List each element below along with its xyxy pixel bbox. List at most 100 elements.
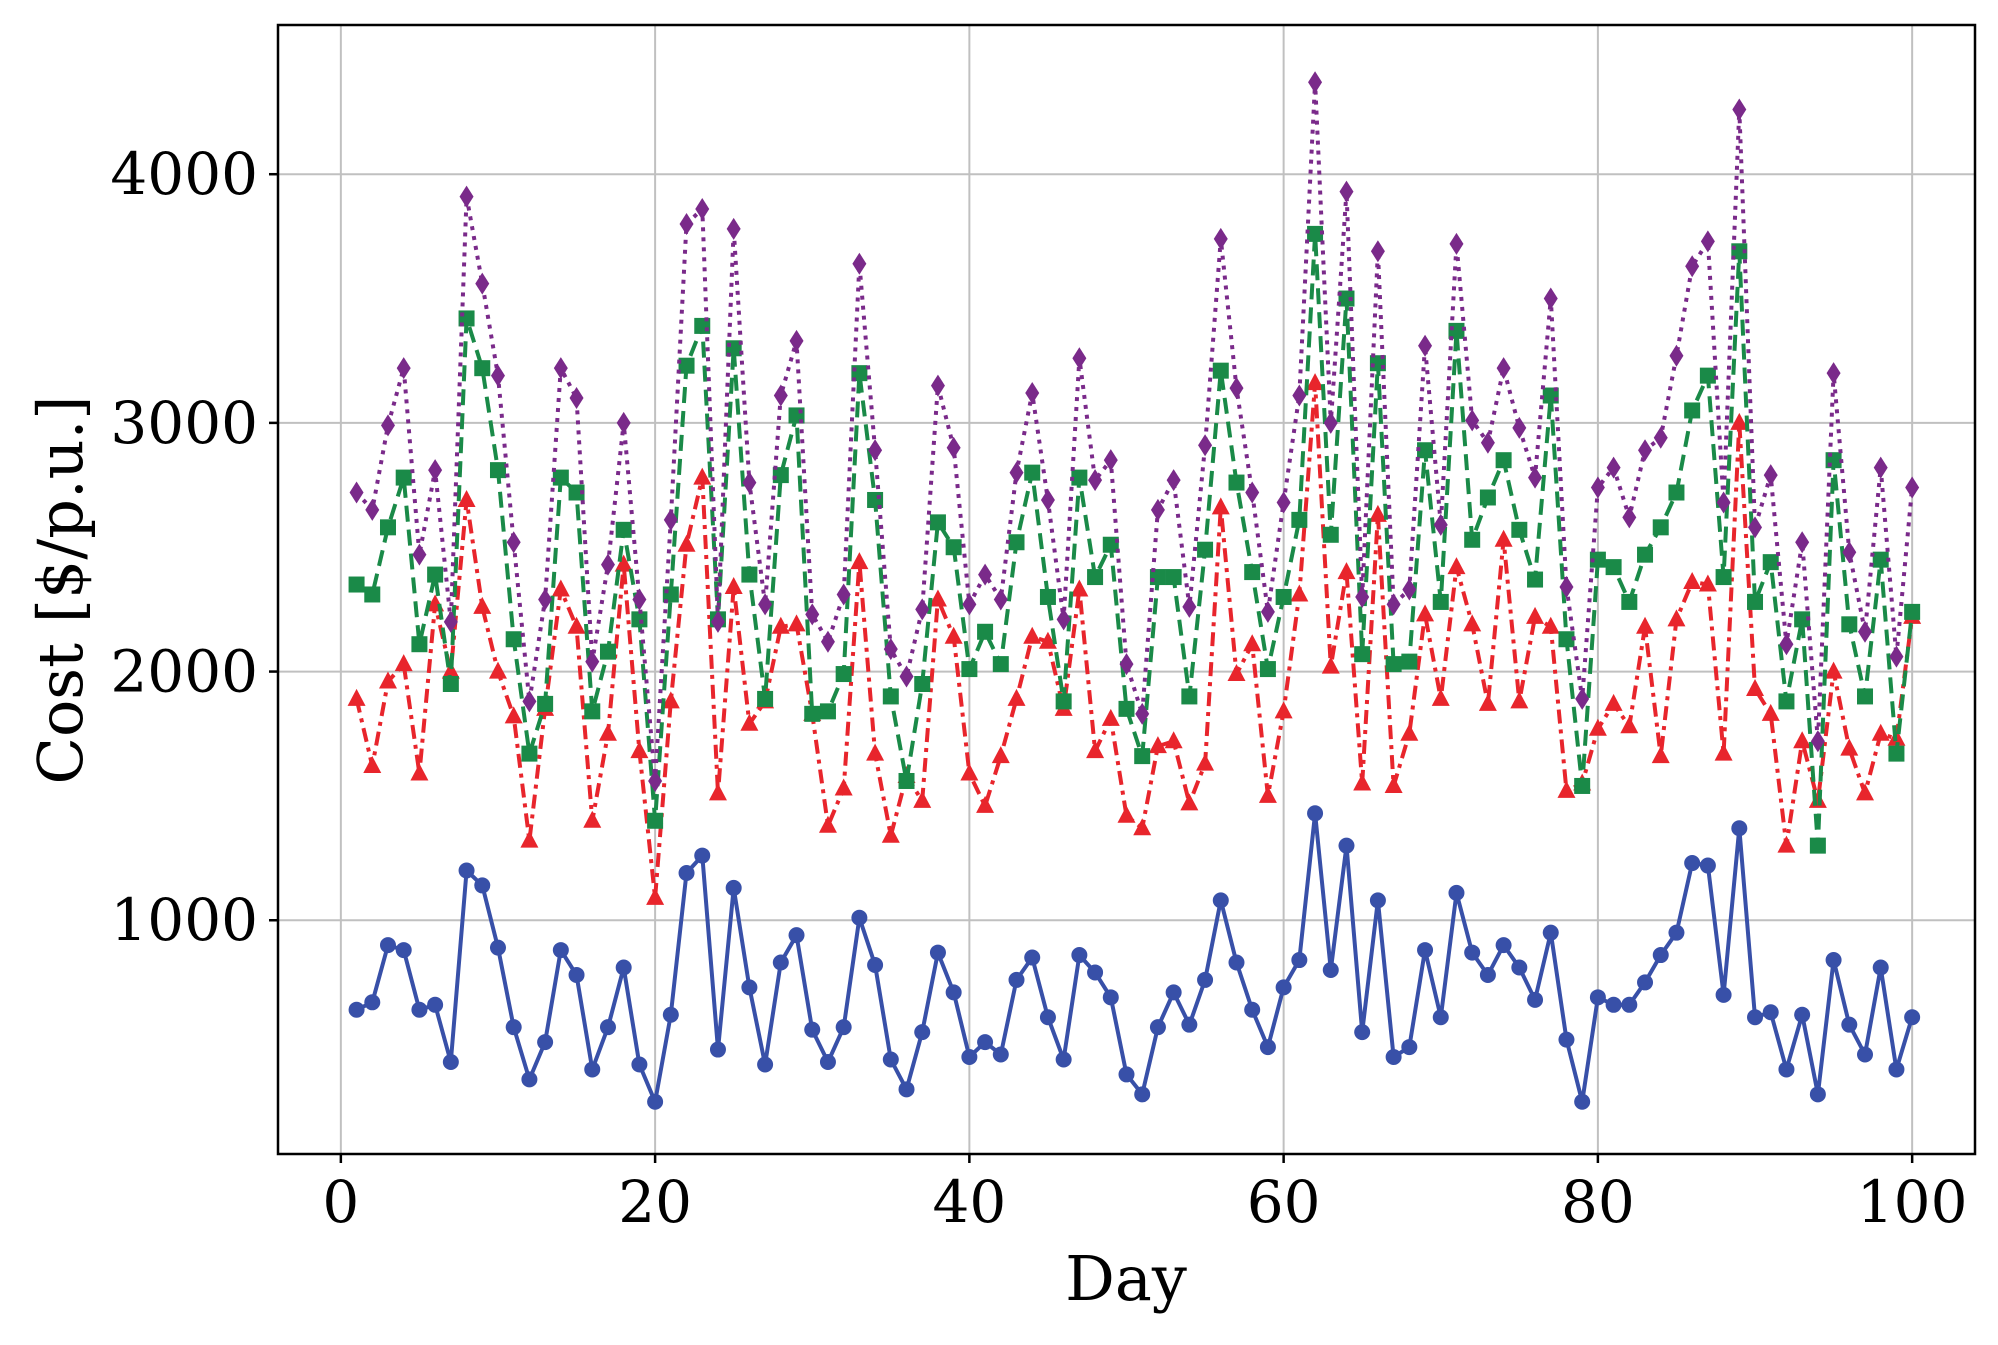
- series-3-point: [568, 484, 585, 501]
- series-4-point: [396, 357, 411, 380]
- series-4-point: [1103, 449, 1118, 472]
- series-4-point: [1700, 230, 1715, 253]
- series-4-point: [1638, 439, 1653, 462]
- series-1-point: [505, 1019, 522, 1036]
- series-2-point: [1667, 609, 1686, 627]
- series-2-point: [1698, 574, 1717, 592]
- series-2-point: [363, 756, 382, 774]
- series-1-point: [615, 959, 632, 976]
- series-4-point: [1889, 645, 1904, 668]
- series-2-point: [1714, 743, 1733, 761]
- series-1-point: [1149, 1019, 1166, 1036]
- series-3-point: [1071, 469, 1088, 486]
- series-1-point: [489, 939, 506, 956]
- series-3-point: [1291, 511, 1308, 528]
- series-2-point: [614, 554, 633, 572]
- series-2-point: [1526, 606, 1545, 624]
- series-3-point: [1401, 653, 1418, 670]
- series-2-point: [504, 706, 523, 724]
- series-1-point: [348, 1001, 365, 1018]
- x-tick-label: 40: [932, 1168, 1006, 1236]
- series-4-point: [1842, 541, 1857, 564]
- series-1-point: [599, 1019, 616, 1036]
- series-1-point: [442, 1053, 459, 1070]
- series-1-point: [929, 944, 946, 961]
- series-4-point: [805, 603, 820, 626]
- series-4-point: [569, 387, 584, 410]
- series-1-point: [1794, 1006, 1811, 1023]
- series-2-point: [646, 887, 665, 905]
- series-1-point: [1448, 884, 1465, 901]
- series-3-point: [1338, 290, 1355, 307]
- series-4-point: [946, 436, 961, 459]
- series-2-point: [394, 654, 413, 672]
- x-tick-label: 80: [1561, 1168, 1635, 1236]
- series-2-point: [551, 579, 570, 597]
- y-tick-label: 3000: [110, 389, 258, 457]
- series-2-point: [1604, 693, 1623, 711]
- series-3-point: [1841, 616, 1858, 633]
- series-4-point: [883, 638, 898, 661]
- series-4-point: [1370, 240, 1385, 263]
- series-2-point: [1777, 835, 1796, 853]
- x-tick-label: 0: [322, 1168, 359, 1236]
- series-1-point: [709, 1041, 726, 1058]
- series-2-point: [1227, 664, 1246, 682]
- plot-frame: [276, 23, 1977, 1156]
- series-3-point: [1275, 588, 1292, 605]
- series-1-point: [1354, 1024, 1371, 1041]
- series-1: [348, 805, 1921, 1110]
- series-1-point: [552, 942, 569, 959]
- ticks-layer: 0 20 40 60 80 100 1000 2000 3000 4000: [110, 140, 1967, 1236]
- series-2-point: [661, 691, 680, 709]
- series-3-point: [1605, 559, 1622, 576]
- series-3-point: [1464, 531, 1481, 548]
- series-4-point: [836, 583, 851, 606]
- series-3-point: [741, 566, 758, 583]
- series-4-point: [868, 439, 883, 462]
- series-4-point: [852, 252, 867, 275]
- series-1-point: [1495, 937, 1512, 954]
- series-2-point: [1211, 497, 1230, 515]
- series-2-point: [787, 614, 806, 632]
- series-1-point: [458, 862, 475, 879]
- series-2-point: [771, 616, 790, 634]
- series-2-point: [1070, 579, 1089, 597]
- series-1-point: [1275, 979, 1292, 996]
- series-4-point: [1433, 513, 1448, 536]
- series-2-point: [441, 661, 460, 679]
- series-4-point: [726, 217, 741, 240]
- series-4-point: [1323, 411, 1338, 434]
- series-1-point: [1558, 1031, 1575, 1048]
- series-1-point: [1322, 961, 1339, 978]
- series-3-point: [584, 703, 601, 720]
- series-3-point: [1181, 688, 1198, 705]
- series-4-point: [1308, 71, 1323, 94]
- series-3-point: [1794, 611, 1811, 628]
- series-1-point: [1668, 924, 1685, 941]
- series-1-point: [1134, 1086, 1151, 1103]
- y-axis-title: Cost [$/p.u.]: [24, 396, 97, 785]
- series-2-point: [976, 795, 995, 813]
- series-3-point: [1574, 777, 1591, 794]
- series-2-point: [1400, 723, 1419, 741]
- series-4-point: [1119, 653, 1134, 676]
- series-3-point: [1024, 464, 1041, 481]
- series-4-point: [1622, 506, 1637, 529]
- series-4-point: [1418, 334, 1433, 357]
- series-1-point: [851, 909, 868, 926]
- series-2-point: [1683, 572, 1702, 590]
- series-4-point: [1229, 377, 1244, 400]
- y-tick-label: 1000: [110, 886, 258, 954]
- series-1-point: [1071, 947, 1088, 964]
- series-2-point: [991, 746, 1010, 764]
- series-3-point: [505, 631, 522, 648]
- series-2-point: [1730, 412, 1749, 430]
- series-3-point: [1479, 489, 1496, 506]
- series-2-point: [1290, 584, 1309, 602]
- series-1-point: [1589, 989, 1606, 1006]
- series-1-point: [1825, 952, 1842, 969]
- series-2-point: [1431, 688, 1450, 706]
- series-2-point: [457, 489, 476, 507]
- series-4-point: [365, 498, 380, 521]
